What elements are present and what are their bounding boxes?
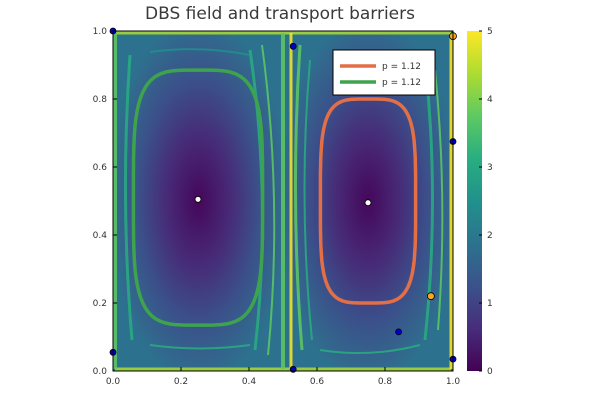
colorbar-tick-label-1: 1	[487, 299, 493, 309]
blue-marker-2	[289, 42, 297, 50]
colorbar-gradient	[467, 31, 482, 371]
colorbar-tick-label-0: 0	[487, 367, 493, 377]
transport-barrier-curves	[131, 68, 418, 327]
legend-box	[332, 49, 436, 96]
colorbar-tick-label-5: 5	[487, 27, 493, 37]
colorbar-tick-label-4: 4	[487, 95, 493, 105]
x-tick-label-5: 1.0	[446, 377, 461, 387]
heatmap-ridge-10	[293, 44, 304, 351]
y-tick-label-1: 0.2	[93, 299, 107, 309]
y-tick-label-5: 1.0	[93, 27, 108, 37]
y-tick-label-2: 0.4	[93, 231, 108, 241]
center-marker-2	[364, 199, 372, 207]
x-tick-label-4: 0.8	[378, 377, 393, 387]
orange-marker-2	[426, 292, 435, 301]
heatmap-ridge-9	[261, 44, 276, 356]
series-curve-1	[318, 97, 418, 305]
legend-label-1: p = 1.12	[382, 62, 421, 72]
plot-frame	[112, 30, 454, 372]
center-marker-1	[194, 195, 202, 203]
y-tick-label-4: 0.8	[93, 95, 108, 105]
x-tick-label-2: 0.4	[242, 377, 257, 387]
colorbar-tick-label-3: 3	[487, 163, 493, 173]
colorbar-tick-label-2: 2	[487, 231, 493, 241]
heatmap-ridge-11	[303, 59, 313, 341]
heatmap-ridge-15	[319, 344, 421, 355]
heatmap-ridge-14	[149, 344, 251, 350]
x-tick-label-1: 0.2	[174, 377, 188, 387]
heatmap-ridge-7	[123, 54, 134, 341]
chart-title: DBS field and transport barriers	[145, 4, 415, 24]
legend-label-2: p = 1.12	[382, 78, 421, 88]
heatmap-ridge-12	[423, 59, 434, 341]
x-tick-label-0: 0.0	[106, 377, 121, 387]
y-tick-label-0: 0.0	[93, 367, 108, 377]
series-curve-2	[131, 68, 265, 327]
x-tick-label-3: 0.6	[310, 377, 325, 387]
y-tick-label-3: 0.6	[93, 163, 108, 173]
heatmap-ridges	[113, 31, 453, 371]
legend: p = 1.12 p = 1.12	[332, 49, 436, 96]
heatmap-ridge-16	[149, 48, 251, 56]
blue-marker-4	[395, 328, 403, 336]
axes: 0.0 0.2 0.4 0.6 0.8 1.0 0.0 0.2 0.4 0.6 0.8 1.0	[93, 27, 461, 387]
heatmap-ridge-13	[434, 69, 444, 331]
colorbar: 0 1 2 3 4 5	[467, 27, 493, 377]
